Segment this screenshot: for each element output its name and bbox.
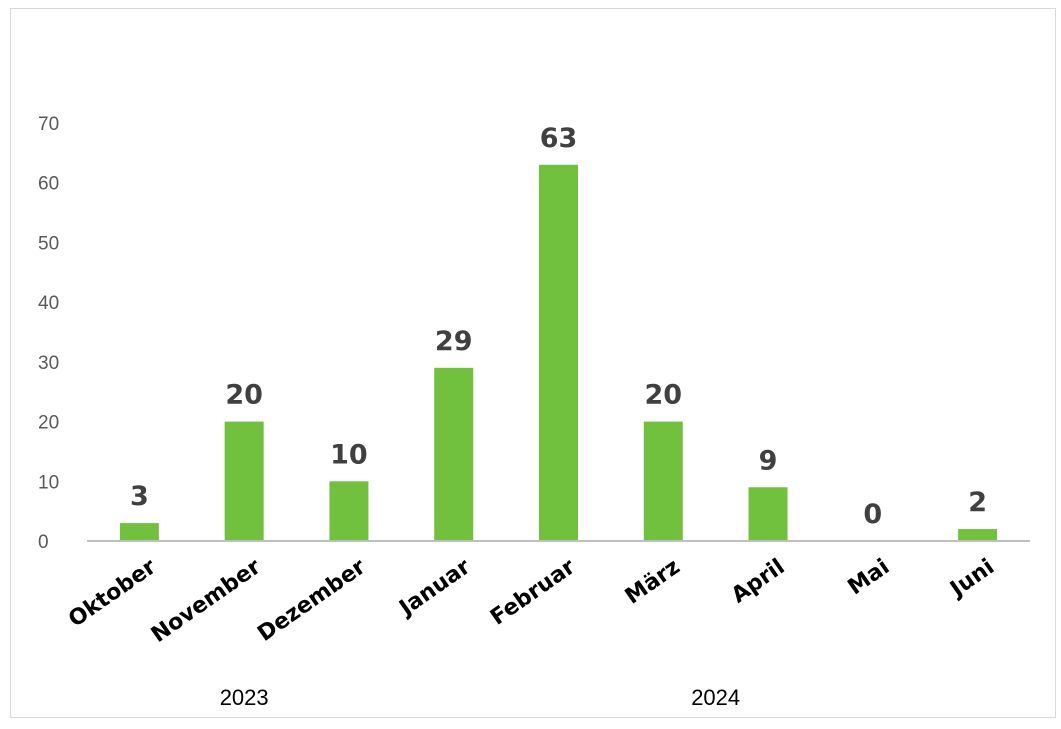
x-tick-label: Februar — [486, 554, 580, 630]
data-label: 63 — [540, 123, 578, 154]
year-group-label: 2023 — [220, 685, 269, 710]
bar — [434, 367, 474, 541]
year-group-labels: 2023 2024 — [220, 685, 740, 710]
data-label: 20 — [225, 380, 263, 411]
y-tick-label: 70 — [38, 114, 59, 135]
year-group-label: 2024 — [691, 685, 740, 710]
x-tick-label: Oktober — [64, 554, 161, 632]
bar — [643, 421, 683, 541]
data-label: 9 — [759, 445, 778, 476]
x-tick-label: Juni — [945, 554, 1000, 603]
y-tick-label: 20 — [38, 413, 59, 434]
bar — [119, 523, 159, 541]
data-label: 29 — [435, 326, 473, 357]
data-labels: 3 20 10 29 63 20 9 0 2 — [130, 123, 987, 530]
bar — [748, 487, 788, 541]
y-axis-ticks: 0 10 20 30 40 50 60 70 — [38, 114, 59, 553]
data-label: 0 — [863, 499, 882, 530]
y-tick-label: 30 — [38, 353, 59, 374]
x-tick-label: April — [727, 554, 789, 608]
bars — [119, 164, 998, 542]
data-label: 10 — [330, 439, 368, 470]
x-tick-label: Dezember — [253, 554, 370, 646]
y-tick-label: 40 — [38, 293, 59, 314]
data-label: 3 — [130, 481, 149, 512]
x-tick-label: November — [147, 554, 266, 648]
y-tick-label: 10 — [38, 472, 59, 493]
chart-frame — [10, 8, 1056, 718]
bar — [329, 481, 369, 541]
y-tick-label: 0 — [38, 532, 49, 553]
data-label: 2 — [968, 487, 987, 518]
data-label: 20 — [644, 380, 682, 411]
y-tick-label: 50 — [38, 233, 59, 254]
bar — [539, 164, 578, 542]
x-tick-label: Mai — [844, 554, 895, 600]
x-tick-label: März — [621, 554, 685, 609]
bar — [958, 529, 998, 541]
bar — [224, 421, 264, 541]
y-tick-label: 60 — [38, 174, 59, 195]
x-tick-label: Januar — [394, 554, 476, 622]
